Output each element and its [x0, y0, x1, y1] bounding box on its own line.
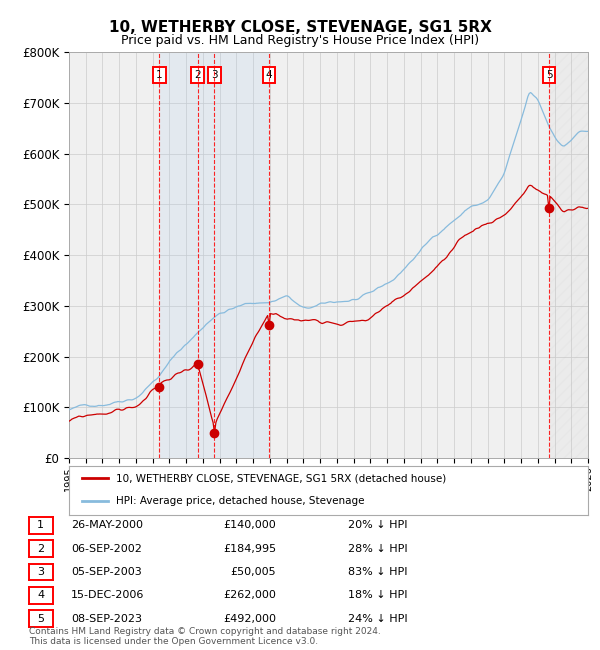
Text: 05-SEP-2003: 05-SEP-2003: [71, 567, 142, 577]
Text: 3: 3: [37, 567, 44, 577]
Text: 83% ↓ HPI: 83% ↓ HPI: [348, 567, 407, 577]
Text: 5: 5: [37, 614, 44, 624]
Text: 08-SEP-2023: 08-SEP-2023: [71, 614, 142, 624]
Text: This data is licensed under the Open Government Licence v3.0.: This data is licensed under the Open Gov…: [29, 637, 318, 646]
Text: 26-MAY-2000: 26-MAY-2000: [71, 520, 143, 530]
Text: 4: 4: [37, 590, 44, 601]
Text: £262,000: £262,000: [223, 590, 276, 601]
Bar: [549, 52, 588, 458]
Text: £492,000: £492,000: [223, 614, 276, 624]
Text: HPI: Average price, detached house, Stevenage: HPI: Average price, detached house, Stev…: [116, 496, 364, 506]
Text: 15-DEC-2006: 15-DEC-2006: [71, 590, 144, 601]
Text: £50,005: £50,005: [230, 567, 276, 577]
Bar: [214, 52, 269, 458]
Text: 2: 2: [194, 70, 201, 80]
Bar: [197, 52, 214, 458]
Text: 3: 3: [211, 70, 218, 80]
Text: 10, WETHERBY CLOSE, STEVENAGE, SG1 5RX: 10, WETHERBY CLOSE, STEVENAGE, SG1 5RX: [109, 20, 491, 35]
Text: 28% ↓ HPI: 28% ↓ HPI: [348, 543, 407, 554]
Text: 2: 2: [37, 543, 44, 554]
Text: 20% ↓ HPI: 20% ↓ HPI: [348, 520, 407, 530]
Text: 06-SEP-2002: 06-SEP-2002: [71, 543, 142, 554]
Text: 1: 1: [37, 520, 44, 530]
Text: Contains HM Land Registry data © Crown copyright and database right 2024.: Contains HM Land Registry data © Crown c…: [29, 627, 380, 636]
Text: 24% ↓ HPI: 24% ↓ HPI: [348, 614, 407, 624]
Text: Price paid vs. HM Land Registry's House Price Index (HPI): Price paid vs. HM Land Registry's House …: [121, 34, 479, 47]
Text: 18% ↓ HPI: 18% ↓ HPI: [348, 590, 407, 601]
Bar: [160, 52, 197, 458]
Text: 5: 5: [546, 70, 553, 80]
Text: 4: 4: [266, 70, 272, 80]
Text: 1: 1: [156, 70, 163, 80]
Text: 10, WETHERBY CLOSE, STEVENAGE, SG1 5RX (detached house): 10, WETHERBY CLOSE, STEVENAGE, SG1 5RX (…: [116, 473, 446, 483]
Text: £184,995: £184,995: [223, 543, 276, 554]
Text: £140,000: £140,000: [223, 520, 276, 530]
